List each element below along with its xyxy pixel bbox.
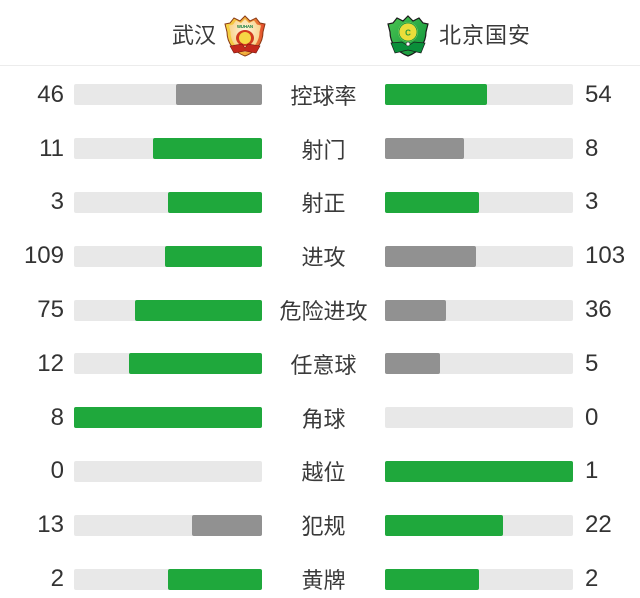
svg-text:C: C (405, 29, 411, 38)
svg-text:WUHAN: WUHAN (237, 24, 253, 29)
